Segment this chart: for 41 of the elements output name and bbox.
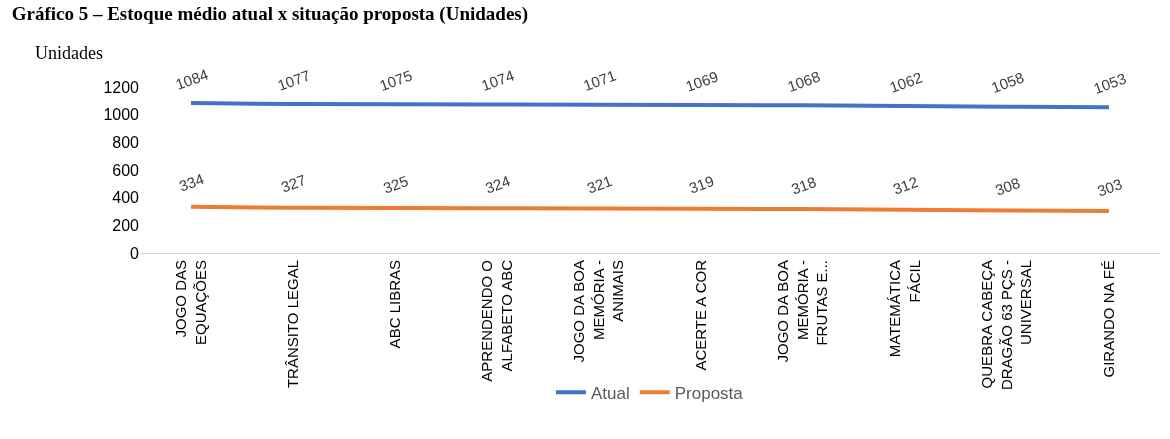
x-tick-label: JOGO DA BOA MEMÓRIA - ANIMAIS: [570, 260, 627, 363]
data-label: 1071: [580, 66, 619, 94]
x-tick-label: QUEBRA CABEÇA DRAGÃO 63 PÇS - UNIVERSAL: [978, 260, 1035, 391]
data-label: 321: [584, 172, 615, 197]
data-label: 325: [380, 172, 411, 197]
y-tick-label: 1000: [103, 106, 140, 124]
data-label: 1053: [1091, 69, 1129, 97]
data-label: 319: [686, 172, 717, 197]
data-label: 1068: [785, 67, 823, 95]
x-tick-label: JOGO DA BOA MEMÓRIA - FRUTAS E...: [774, 260, 831, 363]
x-tick-label: JOGO DAS EQUAÇÕES: [172, 260, 209, 346]
data-label: 303: [1094, 175, 1125, 200]
y-axis-title: Unidades: [35, 43, 103, 63]
x-tick-label: TRÂNSITO LEGAL: [283, 260, 301, 389]
data-label: 308: [992, 174, 1023, 199]
data-label: 334: [176, 170, 207, 195]
x-tick-label: ACERTE A COR: [691, 259, 709, 371]
data-label: 318: [788, 173, 819, 198]
data-label: 1077: [275, 66, 313, 94]
x-tick-label: APRENDENDO O ALFABETO ABC: [478, 259, 515, 382]
chart-title: Gráfico 5 – Estoque médio atual x situação proposta (Unidades): [11, 2, 529, 25]
data-label: 1074: [479, 66, 517, 94]
data-label: 1084: [173, 65, 211, 93]
data-label: 1062: [887, 68, 925, 96]
y-tick-label: 200: [112, 216, 140, 234]
legend-label: Atual: [591, 383, 630, 403]
data-label: 312: [890, 173, 921, 198]
data-label: 324: [482, 172, 513, 197]
y-tick-label: 800: [112, 133, 140, 151]
y-tick-label: 600: [112, 161, 140, 179]
data-label: 327: [278, 171, 309, 196]
x-tick-label: MATEMÁTICA FÁCIL: [886, 260, 923, 358]
data-label: 1058: [989, 68, 1027, 96]
data-label: 1069: [683, 67, 721, 95]
data-label: 1075: [377, 66, 415, 94]
x-tick-label: GIRANDO NA FÉ: [1099, 260, 1117, 378]
legend-label: Proposta: [674, 383, 744, 403]
y-tick-label: 0: [130, 244, 140, 262]
y-tick-label: 1200: [103, 78, 140, 96]
x-tick-label: ABC LIBRAS: [385, 260, 403, 349]
y-tick-label: 400: [112, 189, 140, 207]
